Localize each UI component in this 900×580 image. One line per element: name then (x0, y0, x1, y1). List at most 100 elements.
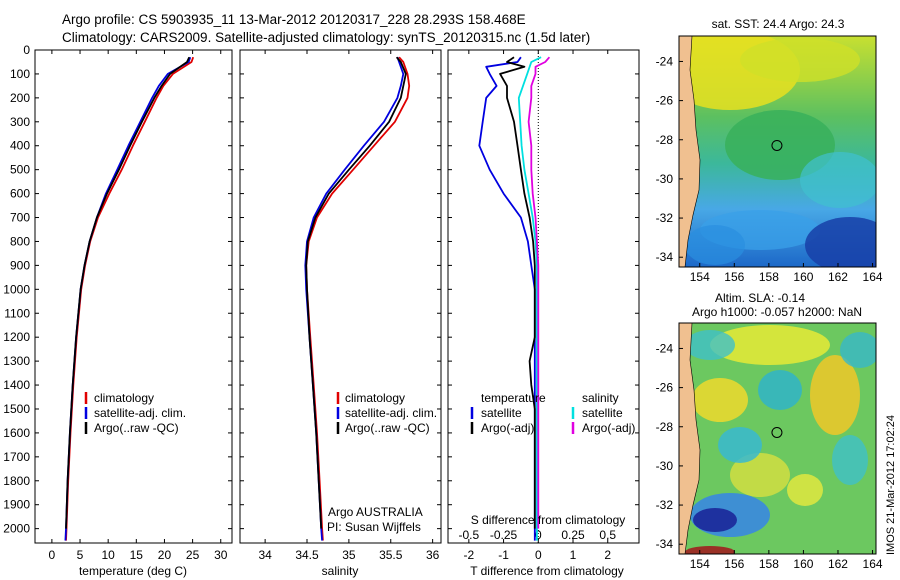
depth-tick-label: 200 (10, 91, 30, 105)
temperature-xtick-label: 0 (49, 548, 56, 562)
sla-map-xtick-label: 162 (828, 557, 848, 571)
sla-map-ytick-label: -28 (656, 420, 674, 434)
sla-high-patch-5 (787, 474, 823, 506)
temperature-xtick-label: 5 (77, 548, 84, 562)
sst-cyan-patch (800, 152, 876, 208)
temperature-xlabel: temperature (deg C) (79, 564, 187, 578)
sst-map-title: sat. SST: 24.4 Argo: 24.3 (712, 17, 845, 31)
sla-map-title-2: Argo h1000: -0.057 h2000: NaN (692, 305, 862, 319)
sla-high-patch-4 (730, 453, 790, 497)
salinity-annotation-pi: PI: Susan Wijffels (327, 520, 421, 534)
depth-tick-label: 1400 (3, 378, 30, 392)
difference-series-s-satellite (517, 56, 542, 541)
salinity-annotation-program: Argo AUSTRALIA (328, 505, 423, 519)
sla-low-patch-7 (693, 508, 737, 532)
sla-map: Altim. SLA: -0.14 Argo h1000: -0.057 h20… (656, 291, 883, 571)
sst-blue-patch-2 (685, 225, 745, 265)
temperature-legend-argo: Argo(..raw -QC) (94, 421, 179, 435)
depth-tick-label: 1800 (3, 474, 30, 488)
difference-secondary-tick-label: 0 (535, 528, 542, 542)
difference-xlabel: T difference from climatology (470, 564, 624, 578)
difference-secondary-tick-label: -0.5 (458, 528, 479, 542)
sst-map-ytick-label: -26 (656, 94, 674, 108)
temperature-legend: climatology satellite-adj. clim. Argo(..… (84, 391, 186, 435)
sla-map-xtick-label: 158 (759, 557, 779, 571)
depth-tick-label: 800 (10, 234, 30, 248)
sst-argo-location-marker (771, 139, 783, 151)
difference-legend-header-temperature: temperature (481, 391, 546, 405)
sla-map-xtick-label: 164 (863, 557, 883, 571)
difference-legend-t-satellite: satellite (481, 406, 522, 420)
difference-ticks: -2 -1 0 1 2 -0.5 -0.25 0 0.25 0.5 (448, 49, 639, 562)
temperature-axes-frame (34, 49, 233, 544)
salinity-xtick-label: 36 (426, 548, 440, 562)
depth-tick-label: 1700 (3, 450, 30, 464)
salinity-series-argo-raw-qc- (305, 56, 407, 529)
difference-legend-s-argo: Argo(-adj) (582, 421, 635, 435)
sst-map: sat. SST: 24.4 Argo: 24.3 154 156 158 160 16… (656, 17, 883, 284)
difference-secondary-label: S difference from climatology (471, 513, 626, 527)
difference-xtick-label: -1 (498, 548, 509, 562)
temperature-xtick-label: 20 (158, 548, 172, 562)
sst-map-ticks: 154 156 158 160 162 164 -24 -26 -28 -30 -32 -34 (656, 54, 883, 284)
depth-tick-label: 1600 (3, 426, 30, 440)
sst-map-ytick-label: -32 (656, 211, 674, 225)
sla-map-ytick-label: -26 (656, 381, 674, 395)
temperature-ticks: 0 5 10 15 20 25 300100200300400500600700800900… (3, 43, 232, 562)
sst-map-ytick-label: -34 (656, 250, 674, 264)
difference-lines (478, 50, 551, 543)
depth-tick-label: 700 (10, 211, 30, 225)
header-line-2: Climatology: CARS2009. Satellite-adjuste… (62, 30, 590, 45)
sla-map-ytick-label: -30 (656, 459, 674, 473)
sla-map-title-1: Altim. SLA: -0.14 (715, 291, 805, 305)
difference-legend: temperature salinity satellite Argo(-adj… (470, 391, 635, 435)
salinity-ticks: 34 34.5 35 35.5 36 (240, 49, 441, 562)
sla-low-patch-1 (685, 330, 735, 360)
salinity-xlabel: salinity (322, 564, 359, 578)
sla-high-patch-3 (810, 355, 860, 435)
depth-tick-label: 900 (10, 258, 30, 272)
sla-map-xtick-label: 154 (690, 557, 710, 571)
sla-map-xtick-label: 160 (793, 557, 813, 571)
sla-high-patch-2 (692, 378, 748, 422)
sla-high-patch-1 (710, 325, 830, 365)
salinity-lines (304, 56, 411, 541)
sst-coastline-land (679, 36, 701, 267)
temperature-xtick-label: 25 (186, 548, 200, 562)
depth-tick-label: 1300 (3, 354, 30, 368)
depth-tick-label: 1100 (4, 306, 30, 320)
depth-tick-label: 1500 (3, 402, 30, 416)
sla-argo-location-marker (771, 426, 783, 438)
salinity-legend: climatology satellite-adj. clim. Argo(..… (336, 391, 437, 435)
difference-secondary-tick-label: 0.5 (599, 528, 616, 542)
difference-axes-frame (447, 49, 640, 544)
sst-map-xtick-label: 164 (863, 270, 883, 284)
depth-tick-label: 500 (10, 163, 30, 177)
temperature-xtick-label: 15 (130, 548, 144, 562)
header-line-1: Argo profile: CS 5903935_11 13-Mar-2012 … (62, 12, 526, 27)
difference-xtick-label: 1 (570, 548, 577, 562)
temperature-lines (64, 56, 195, 541)
difference-legend-s-satellite: satellite (582, 406, 623, 420)
salinity-legend-climatology: climatology (345, 391, 405, 405)
salinity-xtick-label: 34.5 (295, 548, 319, 562)
sst-map-ytick-label: -28 (656, 133, 674, 147)
sla-low-patch-4 (718, 427, 762, 463)
salinity-panel: 34 34.5 35 35.5 36 salinity climatology sate… (239, 49, 442, 578)
salinity-legend-argo: Argo(..raw -QC) (345, 421, 430, 435)
difference-xtick-label: 0 (535, 548, 542, 562)
difference-xtick-label: -2 (464, 548, 475, 562)
sla-low-patch-2 (758, 370, 802, 410)
sla-map-ytick-label: -32 (656, 498, 674, 512)
sst-green-patch (725, 110, 835, 180)
sla-high-patch-edge (685, 546, 735, 554)
sla-map-ticks: 154 156 158 160 162 164 -24 -26 -28 -30 -32 -34 (656, 341, 883, 571)
imos-timestamp-label: IMOS 21-Mar-2012 17:02:24 (885, 415, 897, 555)
sla-map-ytick-label: -34 (656, 537, 674, 551)
temperature-series-argo-raw-qc- (65, 56, 191, 529)
salinity-xtick-label: 35.5 (379, 548, 403, 562)
sla-coastline-land (679, 323, 701, 554)
sla-map-xtick-label: 156 (724, 557, 744, 571)
temperature-panel: 0 5 10 15 20 25 300100200300400500600700800900… (3, 43, 233, 578)
